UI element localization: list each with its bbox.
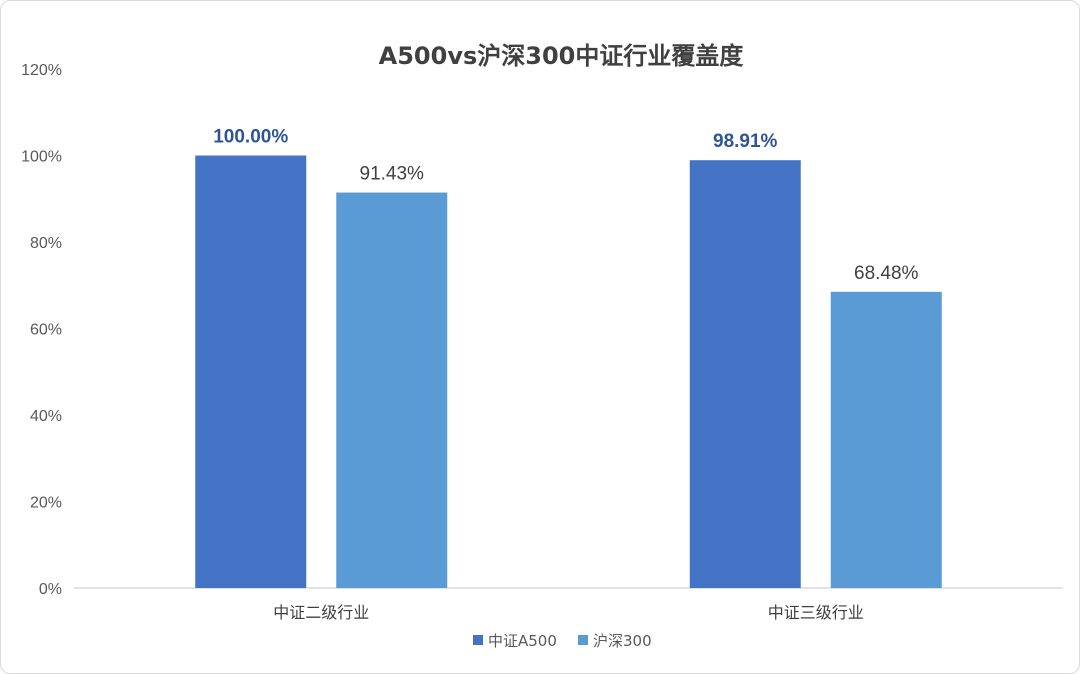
bar-a500-0	[195, 155, 307, 588]
data-label: 68.48%	[854, 263, 919, 284]
y-tick-label: 80%	[30, 235, 62, 252]
bar-hs300-1	[830, 291, 942, 588]
bar-hs300-0	[336, 192, 448, 588]
y-tick-label: 100%	[21, 149, 62, 166]
data-label: 91.43%	[360, 164, 425, 185]
data-labels: 100.00% 91.43% 98.91% 68.48%	[213, 127, 918, 284]
legend-swatch	[578, 635, 588, 645]
y-tick-label: 0%	[39, 581, 62, 598]
bar-series	[195, 155, 942, 589]
data-label: 98.91%	[713, 131, 778, 152]
legend-label: 中证A500	[488, 632, 557, 650]
category-labels: 中证二级行业 中证三级行业	[273, 603, 864, 622]
data-label: 100.00%	[213, 127, 288, 148]
y-tick-label: 60%	[30, 322, 62, 339]
y-tick-label: 120%	[21, 62, 62, 79]
y-tick-label: 20%	[30, 495, 62, 512]
bar-a500-1	[689, 160, 801, 589]
chart-title: A500vs沪深300中证行业覆盖度	[379, 42, 745, 70]
y-axis-ticks: 0% 20% 40% 60% 80% 100% 120%	[21, 62, 62, 598]
y-tick-label: 40%	[30, 408, 62, 425]
legend-label: 沪深300	[593, 632, 652, 650]
legend-swatch	[473, 635, 483, 645]
category-label: 中证三级行业	[768, 603, 864, 622]
category-label: 中证二级行业	[273, 603, 369, 622]
legend: 中证A500 沪深300	[473, 632, 652, 650]
